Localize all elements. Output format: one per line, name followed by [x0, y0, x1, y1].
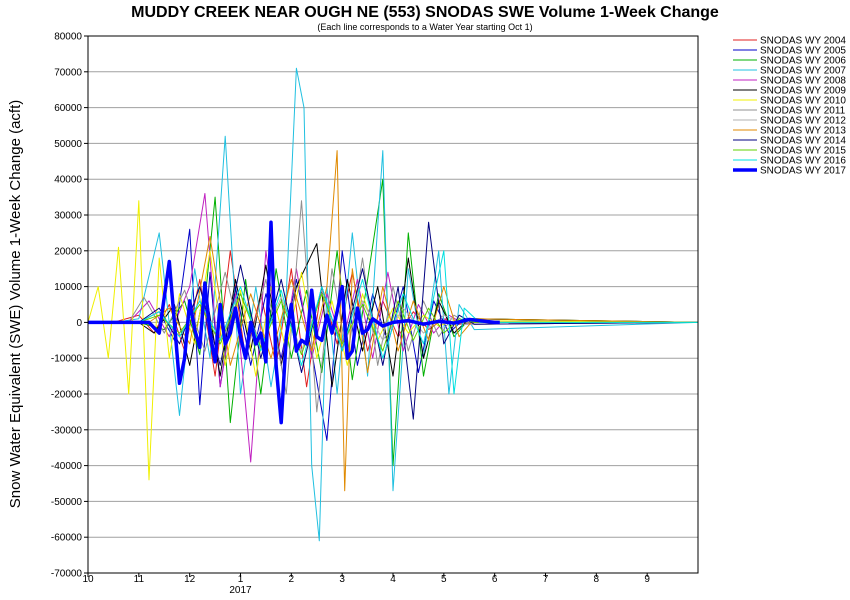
x-tick-label: 2 [289, 574, 295, 585]
y-tick-label: 10000 [54, 282, 82, 293]
x-tick-label: 11 [134, 574, 145, 585]
chart-title: MUDDY CREEK NEAR OUGH NE (553) SNODAS SW… [131, 4, 719, 21]
y-tick-label: -60000 [51, 533, 83, 544]
y-tick-label: 70000 [54, 67, 82, 78]
y-tick-label: 0 [76, 318, 82, 329]
y-tick-label: -50000 [51, 497, 83, 508]
y-tick-label: -70000 [51, 569, 83, 580]
y-tick-label: 60000 [54, 103, 82, 114]
y-tick-label: 50000 [54, 139, 82, 150]
y-tick-label: 80000 [54, 32, 82, 43]
x-year-label: 2017 [229, 585, 252, 596]
y-tick-labels: 80000 70000 60000 50000 40000 30000 20000 10000… [51, 32, 88, 580]
x-tick-label: 1 [238, 574, 244, 585]
y-tick-label: 40000 [54, 175, 82, 186]
x-tick-label: 9 [644, 574, 650, 585]
plot-series [88, 68, 698, 541]
y-tick-label: -40000 [51, 461, 83, 472]
y-tick-label: 30000 [54, 211, 82, 222]
x-tick-label: 10 [82, 574, 94, 585]
x-tick-label: 8 [594, 574, 600, 585]
chart-subtitle: (Each line corresponds to a Water Year s… [317, 22, 532, 32]
x-tick-label: 5 [441, 574, 447, 585]
series-line-snodas-wy-2010 [88, 201, 698, 480]
y-axis-label: Snow Water Equivalent (SWE) Volume 1-Wee… [7, 100, 24, 509]
x-tick-label: 12 [184, 574, 196, 585]
y-tick-label: 20000 [54, 246, 82, 257]
y-tick-label: -20000 [51, 390, 83, 401]
y-tick-label: -30000 [51, 425, 83, 436]
y-tick-label: -10000 [51, 354, 83, 365]
x-tick-label: 4 [390, 574, 396, 585]
x-tick-label: 3 [339, 574, 345, 585]
legend-label: SNODAS WY 2017 [760, 166, 846, 177]
x-tick-label: 6 [492, 574, 498, 585]
x-tick-label: 7 [543, 574, 549, 585]
